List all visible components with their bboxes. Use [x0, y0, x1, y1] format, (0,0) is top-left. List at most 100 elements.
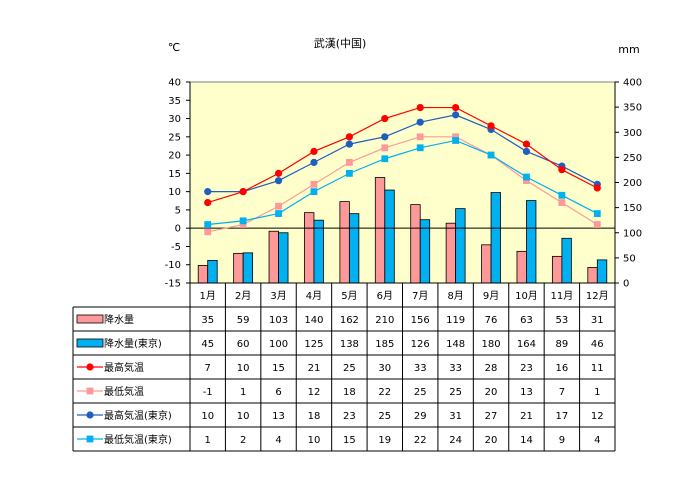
data-value: 4 — [594, 435, 600, 446]
data-value: 18 — [308, 411, 321, 422]
data-value: 125 — [304, 339, 323, 350]
data-value: 6 — [275, 387, 281, 398]
point-marker-2 — [345, 133, 353, 141]
data-value: 21 — [520, 411, 533, 422]
point-marker-3 — [558, 199, 566, 206]
point-marker-5 — [310, 188, 318, 196]
point-marker-5 — [381, 155, 389, 163]
bar-precip-tokyo — [348, 213, 360, 284]
bar-precip — [374, 177, 386, 284]
data-value: 18 — [343, 387, 356, 398]
bar-precip — [304, 212, 315, 284]
point-marker-2 — [239, 188, 247, 196]
bar-precip-tokyo — [490, 192, 501, 284]
right-axis-tick-label: 0 — [623, 279, 629, 290]
point-marker-5 — [452, 137, 460, 144]
left-axis-tick-label: 10 — [168, 187, 181, 198]
point-marker-2 — [593, 184, 601, 192]
bar-precip-tokyo — [596, 259, 608, 284]
point-marker-2 — [558, 166, 566, 174]
point-marker-4 — [274, 177, 283, 185]
data-value: 126 — [411, 339, 430, 350]
point-marker-4 — [522, 147, 531, 156]
data-value: 1 — [240, 387, 246, 398]
point-marker-3 — [381, 144, 389, 152]
data-value: 185 — [375, 339, 394, 350]
data-value: 29 — [414, 411, 427, 422]
data-value: 164 — [517, 339, 536, 350]
point-marker-4 — [204, 188, 212, 196]
point-marker-3 — [416, 133, 424, 141]
data-value: 10 — [237, 411, 250, 422]
right-axis-tick-label: 250 — [623, 153, 642, 164]
left-axis-tick-label: -5 — [171, 242, 181, 253]
point-marker-5 — [558, 191, 566, 199]
data-value: 21 — [308, 363, 321, 374]
data-value: 1 — [594, 387, 600, 398]
point-marker-5 — [487, 151, 495, 159]
data-value: 20 — [485, 435, 498, 446]
series-line-5 — [207, 139, 598, 226]
bar-precip-tokyo — [455, 208, 466, 284]
left-axis-tick-label: 40 — [168, 78, 181, 89]
category-label: 12月 — [586, 290, 609, 302]
bar-precip — [410, 204, 421, 284]
series-line-4 — [207, 114, 598, 193]
data-value: 11 — [591, 363, 604, 374]
left-axis-unit: ℃ — [168, 41, 180, 54]
point-marker-4 — [345, 140, 353, 148]
point-marker-3 — [523, 177, 530, 185]
data-value: 20 — [485, 387, 498, 398]
data-value: 25 — [343, 363, 356, 374]
right-axis-unit: mm — [618, 43, 639, 56]
category-label: 7月 — [412, 290, 428, 302]
bar-precip-tokyo — [561, 237, 572, 284]
point-marker-4 — [310, 158, 318, 166]
data-value: 23 — [343, 411, 356, 422]
point-marker-2 — [274, 169, 283, 177]
data-value: 60 — [237, 339, 250, 350]
right-axis-tick-label: 300 — [623, 128, 642, 139]
data-value: 7 — [205, 363, 211, 374]
category-label: 1月 — [200, 290, 216, 302]
right-axis-tick-label: 150 — [623, 203, 642, 214]
bar-precip-tokyo — [419, 219, 431, 284]
point-marker-5 — [345, 169, 353, 177]
right-axis-tick-label: 350 — [623, 103, 642, 114]
data-value: 140 — [304, 315, 323, 326]
point-marker-2 — [416, 103, 424, 112]
data-value: 10 — [237, 363, 250, 374]
data-value: 103 — [269, 315, 288, 326]
category-label: 5月 — [341, 290, 357, 302]
category-label: 6月 — [377, 290, 393, 302]
bar-precip-tokyo — [207, 259, 218, 284]
chart-title: 武漢(中国) — [314, 37, 367, 50]
data-value: 33 — [449, 363, 462, 374]
data-value: 162 — [340, 315, 359, 326]
left-axis-tick-label: -15 — [165, 279, 181, 290]
point-marker-5 — [416, 144, 424, 152]
data-value: 10 — [308, 435, 321, 446]
point-marker-5 — [275, 210, 282, 217]
legend-label: 降水量 — [104, 313, 134, 326]
category-label: 2月 — [235, 290, 251, 302]
point-marker-2 — [452, 103, 460, 112]
left-axis-tick-label: 15 — [168, 169, 181, 180]
data-value: 27 — [485, 411, 498, 422]
legend-key-marker-3 — [86, 387, 94, 395]
data-value: 89 — [556, 339, 569, 350]
category-label: 9月 — [483, 290, 499, 302]
point-marker-2 — [381, 114, 389, 123]
data-value: 15 — [343, 435, 356, 446]
category-label: 10月 — [515, 290, 538, 302]
right-axis-tick-label: 200 — [623, 178, 642, 189]
right-axis-tick-label: 100 — [623, 228, 642, 239]
legend-label: 最低気温 — [104, 385, 144, 398]
point-marker-3 — [310, 180, 318, 188]
bar-precip-tokyo — [278, 232, 289, 284]
bar-precip — [587, 267, 598, 284]
bar-precip-tokyo — [384, 189, 395, 284]
data-value: 7 — [559, 387, 565, 398]
data-value: 63 — [520, 315, 533, 326]
